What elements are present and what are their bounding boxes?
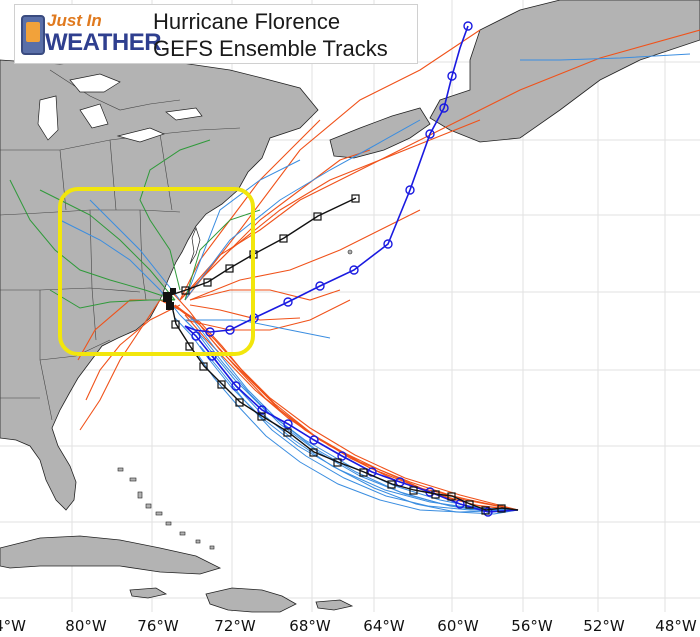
jamaica-landmass [129,587,168,599]
bahamas-islands [117,249,353,550]
focus-region-box [58,187,255,356]
great-lakes [37,73,203,143]
green-ensemble-tracks [9,139,261,309]
longitude-label: 4°W [0,617,26,635]
black-mean-track [167,197,519,511]
longitude-label: 56°W [511,617,553,635]
north-america-landmass [0,57,319,511]
longitude-label: 68°W [289,617,331,635]
chesapeake-bay [189,226,201,265]
header-panel: Just In WEATHER Hurricane Florence GEFS … [14,4,418,64]
just-in-weather-logo: Just In WEATHER [21,11,162,57]
logo-bottom-text: WEATHER [45,29,162,56]
map-subtitle: GEFS Ensemble Tracks [153,36,388,61]
longitude-label: 80°W [65,617,107,635]
longitude-label: 60°W [437,617,479,635]
longitude-label: 76°W [137,617,179,635]
longitude-label: 64°W [363,617,405,635]
newfoundland-landmass [429,0,700,143]
landfall-cluster [163,288,176,310]
longitude-label: 48°W [655,617,697,635]
puerto-rico-landmass [315,599,354,611]
logo-top-text: Just In [47,11,102,30]
longitude-label: 72°W [214,617,256,635]
map-title: Hurricane Florence [153,9,341,34]
black-track-squares [171,194,506,515]
hispaniola-landmass [205,587,297,613]
blue-track-circles [191,21,493,517]
cuba-landmass [0,535,222,575]
phone-icon [21,15,45,55]
nova-scotia-landmass [329,107,431,159]
land-masses [0,0,700,613]
longitude-label: 52°W [583,617,625,635]
blue-control-track [184,25,519,513]
